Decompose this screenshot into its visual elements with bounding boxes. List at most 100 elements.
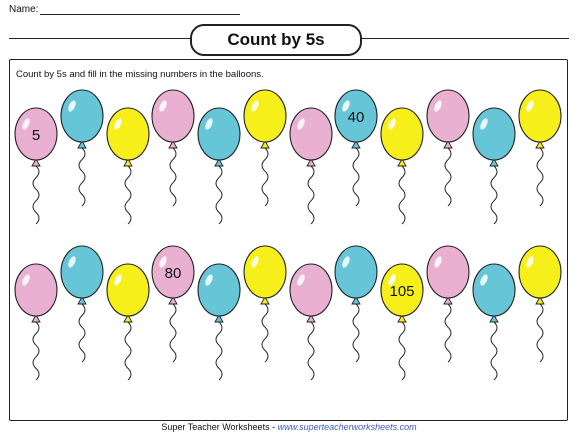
balloon-body — [289, 107, 333, 161]
balloon-string — [32, 321, 40, 381]
balloon-knot — [123, 314, 133, 323]
balloon-highlight — [251, 100, 259, 112]
balloon-string — [169, 147, 177, 207]
balloon-string — [307, 165, 315, 225]
balloon-knot — [168, 296, 178, 305]
balloon-highlight — [480, 274, 488, 286]
balloon-highlight — [434, 256, 442, 268]
balloon-body — [197, 107, 241, 161]
balloon-highlight — [526, 256, 534, 268]
balloon — [518, 89, 562, 207]
balloon: 105 — [380, 263, 424, 381]
balloon — [289, 107, 333, 225]
balloon — [380, 107, 424, 225]
balloon-highlight — [205, 274, 213, 286]
balloon — [289, 263, 333, 381]
balloon — [334, 245, 378, 363]
balloon — [106, 107, 150, 225]
balloon-knot — [168, 140, 178, 149]
balloon — [14, 263, 58, 381]
balloon-string — [490, 165, 498, 225]
balloon-knot — [31, 314, 41, 323]
balloon-knot — [535, 140, 545, 149]
worksheet-frame — [9, 59, 568, 421]
balloon-knot — [31, 158, 41, 167]
balloon — [426, 89, 470, 207]
balloon-body — [60, 245, 104, 299]
balloon-body — [151, 89, 195, 143]
balloon-knot — [489, 158, 499, 167]
balloon-highlight — [388, 274, 396, 286]
balloon-string — [124, 321, 132, 381]
balloon-highlight — [114, 118, 122, 130]
name-label: Name: — [9, 4, 39, 15]
footer-text: Super Teacher Worksheets - — [161, 422, 278, 432]
balloon-highlight — [480, 118, 488, 130]
balloon — [197, 263, 241, 381]
instructions: Count by 5s and fill in the missing numb… — [16, 69, 264, 80]
balloon-knot — [260, 140, 270, 149]
balloon-string — [352, 147, 360, 207]
balloon-string — [78, 303, 86, 363]
balloon-body — [472, 263, 516, 317]
balloon: 80 — [151, 245, 195, 363]
balloon-string — [78, 147, 86, 207]
balloon-string — [32, 165, 40, 225]
balloon-knot — [535, 296, 545, 305]
balloon-string — [536, 147, 544, 207]
balloon — [472, 263, 516, 381]
balloon-body — [426, 89, 470, 143]
balloon-knot — [351, 296, 361, 305]
balloon — [106, 263, 150, 381]
balloon-highlight — [159, 100, 167, 112]
balloon — [60, 89, 104, 207]
balloon-string — [444, 303, 452, 363]
balloon-knot — [306, 158, 316, 167]
balloon-number: 80 — [165, 265, 182, 282]
balloon-knot — [306, 314, 316, 323]
balloon: 40 — [334, 89, 378, 207]
balloon-string — [215, 321, 223, 381]
name-underline[interactable] — [40, 5, 241, 15]
balloon-knot — [443, 296, 453, 305]
balloon-highlight — [251, 256, 259, 268]
balloon-highlight — [159, 256, 167, 268]
balloon-highlight — [342, 100, 350, 112]
footer: Super Teacher Worksheets - www.superteac… — [0, 422, 578, 432]
balloon-string — [169, 303, 177, 363]
balloon-string — [398, 165, 406, 225]
balloon-body — [243, 89, 287, 143]
balloon-knot — [397, 314, 407, 323]
balloon-string — [261, 303, 269, 363]
balloon-string — [124, 165, 132, 225]
balloon-highlight — [297, 118, 305, 130]
balloon-string — [536, 303, 544, 363]
balloon-body — [426, 245, 470, 299]
balloon-highlight — [68, 256, 76, 268]
balloon-body — [289, 263, 333, 317]
name-field[interactable]: Name: — [9, 4, 241, 15]
footer-url[interactable]: www.superteacherworksheets.com — [277, 422, 417, 432]
balloon-number: 40 — [348, 109, 365, 126]
balloon-body — [60, 89, 104, 143]
balloon-string — [398, 321, 406, 381]
balloon-body — [243, 245, 287, 299]
balloon-highlight — [388, 118, 396, 130]
balloon-knot — [77, 140, 87, 149]
balloon-body — [518, 89, 562, 143]
balloon-string — [307, 321, 315, 381]
balloon-highlight — [114, 274, 122, 286]
balloon — [426, 245, 470, 363]
balloon — [243, 245, 287, 363]
balloon-highlight — [22, 118, 30, 130]
balloon-knot — [77, 296, 87, 305]
page-title: Count by 5s — [190, 24, 362, 56]
balloon-highlight — [297, 274, 305, 286]
balloon-highlight — [342, 256, 350, 268]
balloon-body — [518, 245, 562, 299]
balloon-knot — [214, 314, 224, 323]
balloon — [197, 107, 241, 225]
balloon-body — [334, 245, 378, 299]
balloon-string — [215, 165, 223, 225]
